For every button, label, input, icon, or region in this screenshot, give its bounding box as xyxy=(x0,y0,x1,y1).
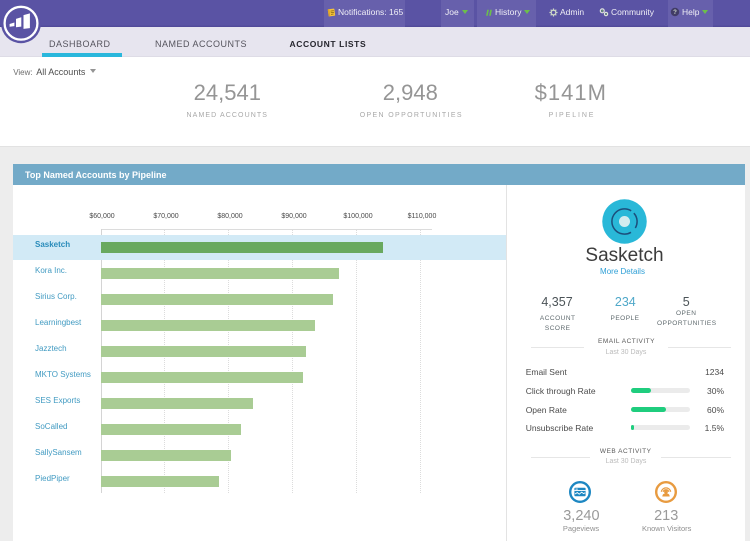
svg-text:?: ? xyxy=(673,9,677,16)
